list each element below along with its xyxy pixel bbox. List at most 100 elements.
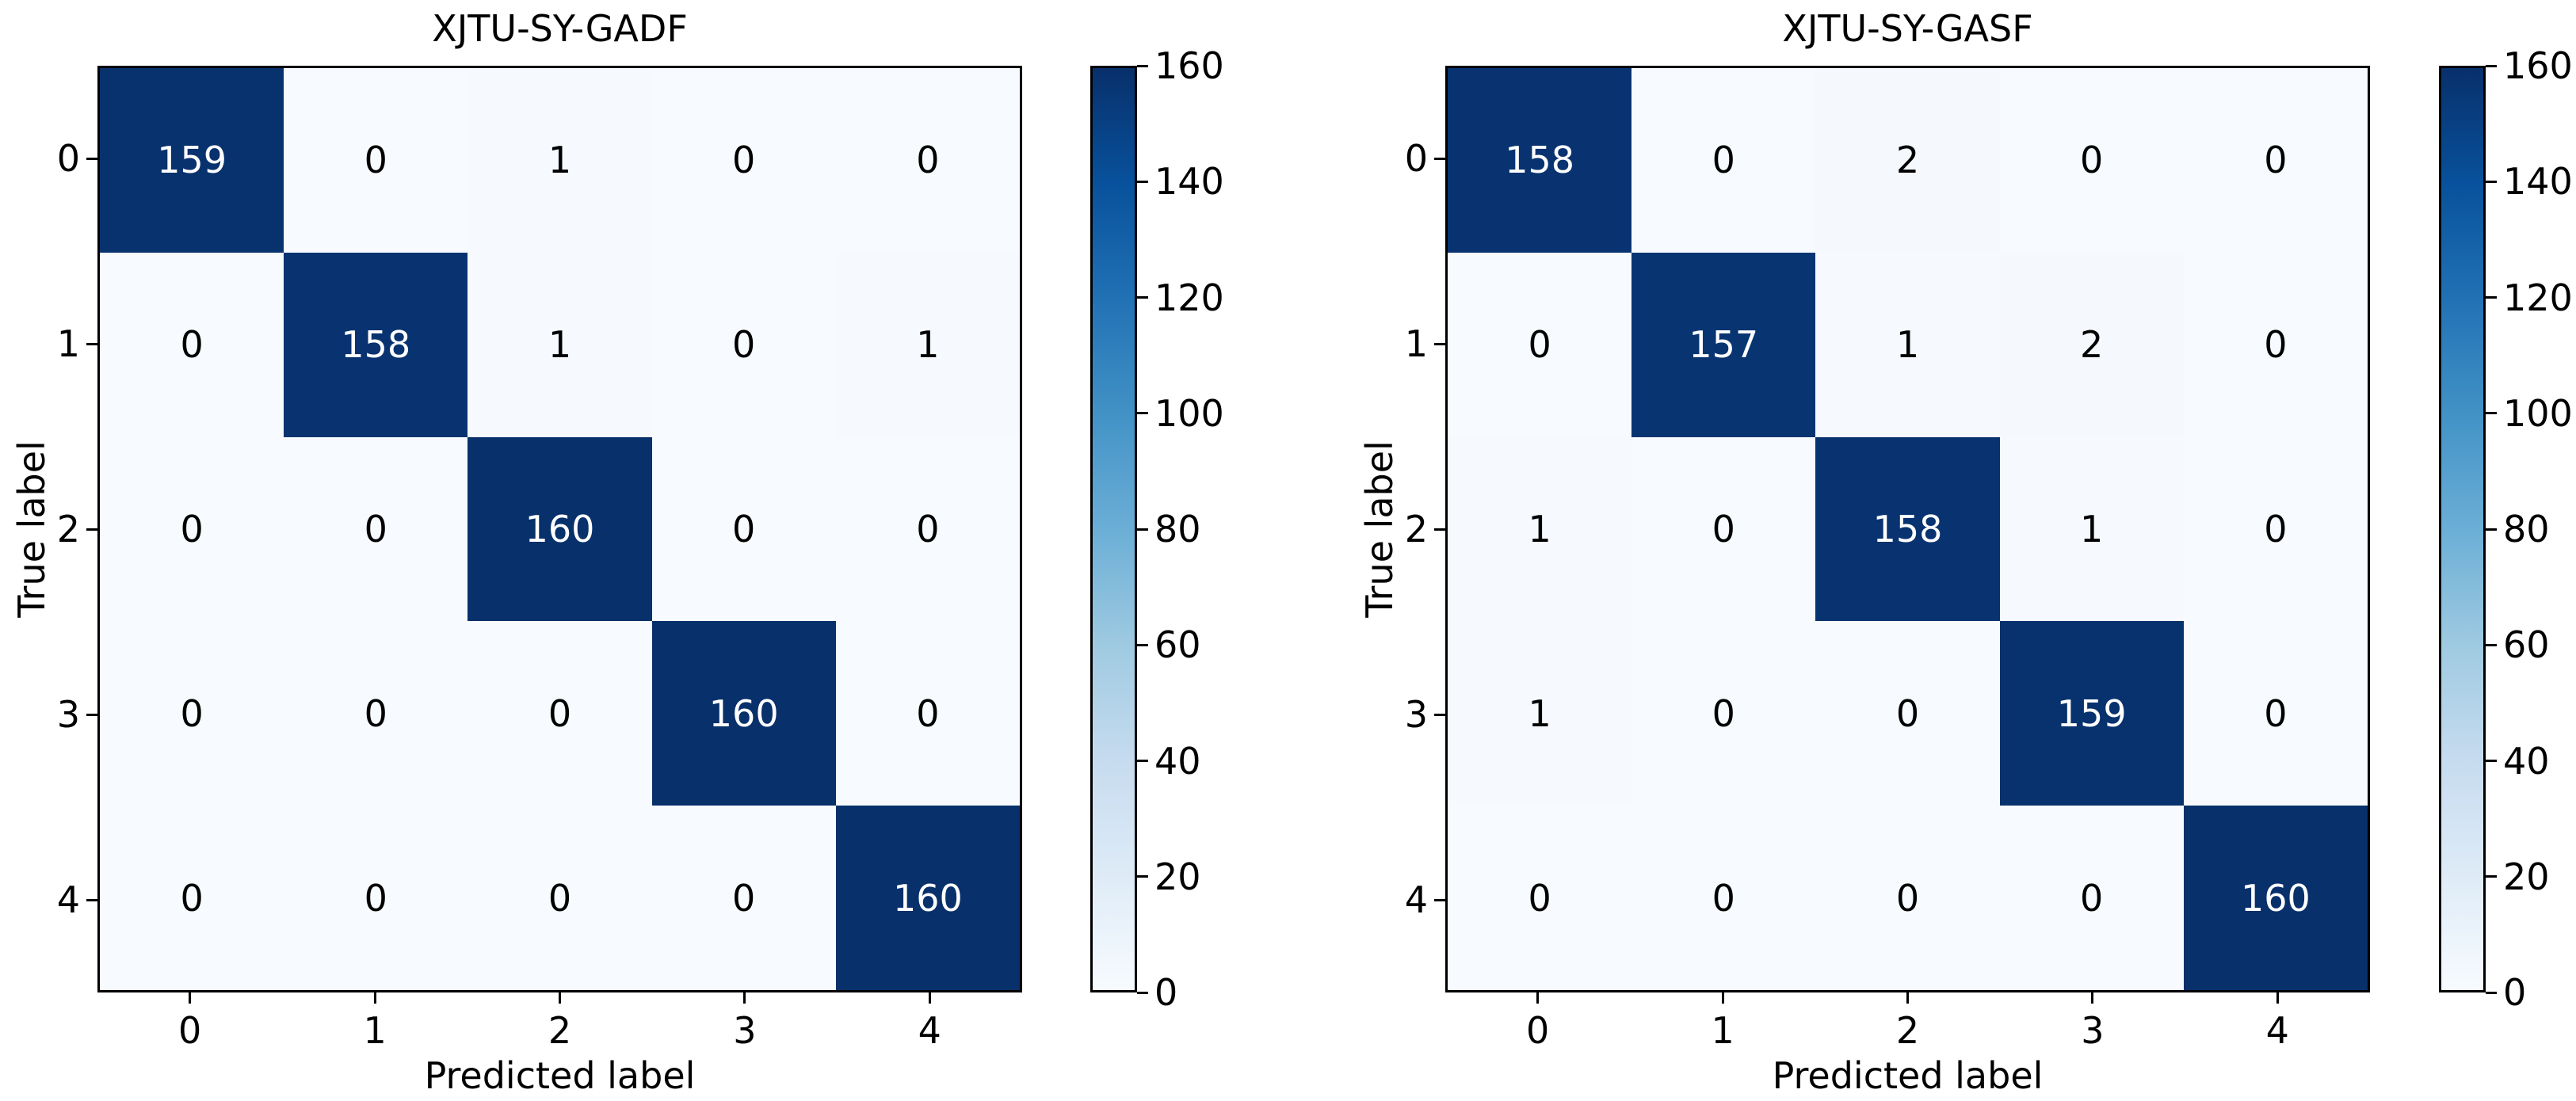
colorbar-tick-mark [2486,528,2497,531]
matrix-cell: 0 [100,621,284,806]
matrix-cell: 0 [2183,68,2368,253]
x-tick-label: 1 [1711,1009,1735,1052]
colorbar-tick-mark [1137,643,1148,646]
colorbar-tick-mark [1137,180,1148,183]
colorbar [1090,66,1137,992]
matrix-cell: 1 [1999,436,2184,622]
y-tick-label: 2 [1404,508,1428,550]
colorbar-tick-mark [2486,64,2497,67]
x-tick-mark [373,992,376,1004]
colorbar-tick-label: 160 [1154,44,1224,87]
matrix-cell: 0 [651,68,836,253]
matrix-cell: 2 [1815,68,2000,253]
y-tick-mark [86,157,97,160]
y-tick-mark [1434,157,1445,160]
x-axis-label: Predicted label [424,1054,696,1097]
matrix-cell: 159 [100,68,284,253]
matrix-cell: 0 [1448,806,1632,990]
matrix-cell: 0 [1631,621,1816,806]
x-tick-mark [189,992,192,1004]
colorbar-tick-label: 20 [2503,855,2550,898]
colorbar-tick-label: 0 [2503,971,2527,1014]
colorbar-tick-mark [2486,760,2497,762]
y-tick-label: 1 [1404,322,1428,365]
colorbar-tick-mark [2486,412,2497,415]
y-tick-label: 2 [56,508,80,550]
y-tick-label: 3 [56,693,80,736]
y-tick-mark [86,898,97,901]
matrix-cell: 158 [1815,436,2000,622]
colorbar-tick-mark [1137,64,1148,67]
x-tick-mark [1906,992,1909,1004]
colorbar-tick-mark [2486,875,2497,878]
chart-title: XJTU-SY-GADF [432,7,688,50]
matrix-cell: 0 [100,252,284,437]
colorbar-tick-label: 80 [2503,508,2550,550]
matrix-cell: 0 [467,621,652,806]
y-tick-mark [86,528,97,531]
colorbar-tick-label: 120 [1154,276,1224,319]
matrix-cell: 0 [2183,436,2368,622]
colorbar-tick-label: 40 [2503,739,2550,783]
matrix-cell: 0 [835,68,1020,253]
y-tick-mark [1434,898,1445,901]
colorbar-tick-label: 100 [2503,391,2573,435]
colorbar-tick-label: 140 [1154,160,1224,204]
colorbar [2439,66,2486,992]
y-tick-mark [86,713,97,716]
matrix-cell: 0 [1999,68,2184,253]
matrix-cell: 0 [284,621,468,806]
x-tick-mark [743,992,746,1004]
matrix-cell: 1 [467,252,652,437]
x-tick-mark [1721,992,1724,1004]
x-tick-mark [2091,992,2094,1004]
matrix-cell: 0 [651,806,836,990]
colorbar-tick-label: 120 [2503,276,2573,319]
x-tick-label: 0 [1526,1009,1550,1052]
colorbar-tick-mark [1137,760,1148,762]
matrix-cell: 0 [1631,68,1816,253]
colorbar-tick-mark [2486,991,2497,994]
x-tick-mark [2276,992,2279,1004]
colorbar-tick-mark [2486,296,2497,299]
x-axis-label: Predicted label [1772,1054,2044,1097]
matrix-cell: 160 [2183,806,2368,990]
colorbar-tick-label: 60 [1154,623,1201,667]
colorbar-tick-label: 20 [1154,855,1201,898]
matrix-cell: 0 [100,436,284,622]
colorbar-tick-mark [1137,528,1148,531]
x-tick-label: 3 [2081,1009,2105,1052]
matrix-cell: 0 [100,806,284,990]
y-tick-label: 3 [1404,693,1428,736]
x-tick-label: 3 [733,1009,757,1052]
colorbar-tick-mark [2486,180,2497,183]
matrix-cell: 2 [1999,252,2184,437]
x-tick-label: 1 [363,1009,387,1052]
y-tick-label: 1 [56,322,80,365]
x-tick-mark [928,992,931,1004]
colorbar-tick-label: 80 [1154,508,1201,550]
x-tick-label: 2 [1895,1009,1920,1052]
matrix-cell: 1 [467,68,652,253]
matrix-cell: 160 [651,621,836,806]
colorbar-tick-mark [2486,643,2497,646]
matrix-cell: 158 [1448,68,1632,253]
y-tick-mark [1434,342,1445,345]
colorbar-tick-label: 60 [2503,623,2550,667]
y-tick-label: 0 [1404,137,1428,180]
colorbar-tick-mark [1137,412,1148,415]
colorbar-tick-label: 0 [1154,971,1178,1014]
matrix-cell: 0 [1815,621,2000,806]
x-tick-label: 2 [548,1009,572,1052]
matrix-cell: 0 [284,806,468,990]
colorbar-tick-mark [1137,991,1148,994]
y-tick-mark [1434,713,1445,716]
matrix-cell: 0 [651,252,836,437]
matrix-cell: 160 [467,436,652,622]
x-tick-label: 0 [178,1009,202,1052]
matrix-cell: 0 [284,68,468,253]
y-tick-label: 4 [56,878,80,921]
chart-title: XJTU-SY-GASF [1782,7,2033,50]
matrix-cell: 1 [835,252,1020,437]
